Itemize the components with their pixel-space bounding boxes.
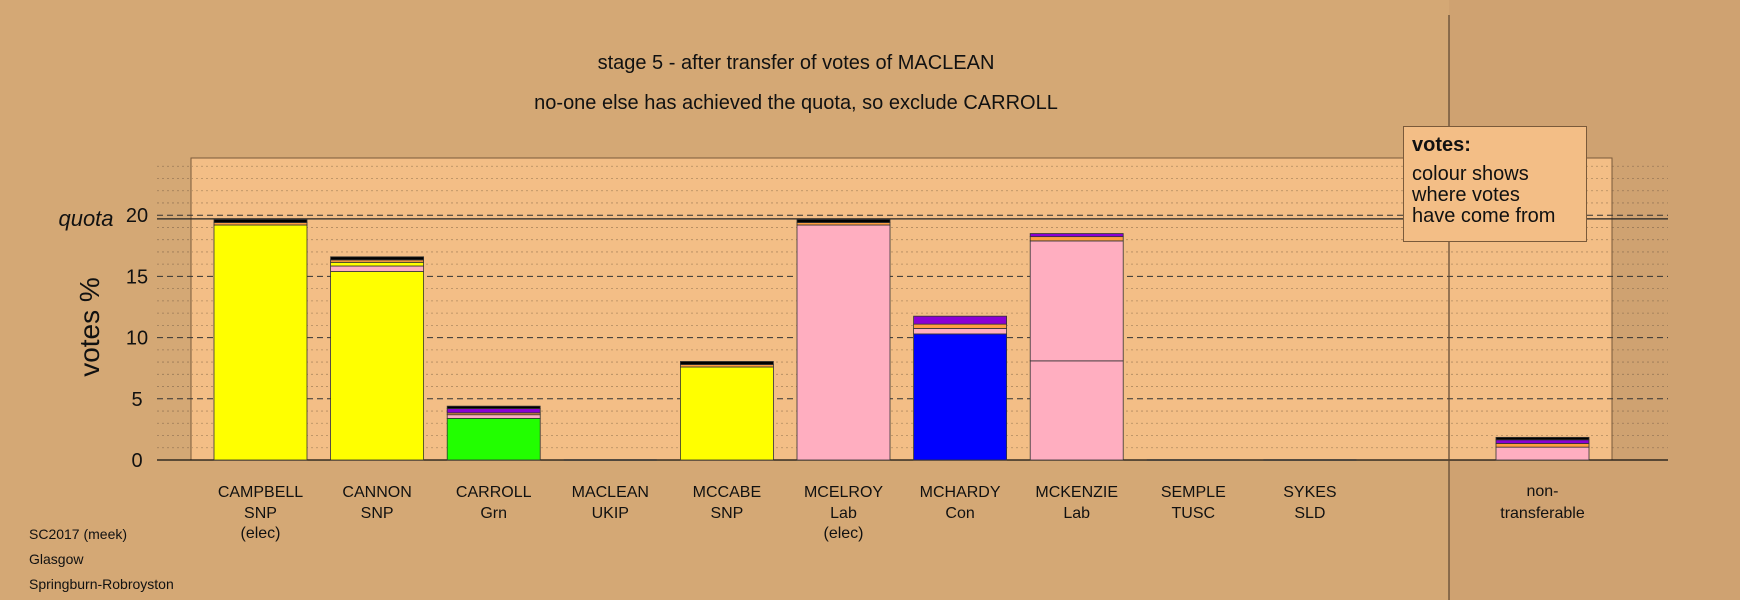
bar-mckenzie-segment — [1029, 240, 1124, 362]
quota-label: quota — [58, 206, 113, 231]
bar-mchardy-segment — [913, 328, 1007, 335]
bar-mckenzie-segment — [1029, 360, 1124, 461]
bar-carroll-segment — [446, 405, 541, 409]
bar-mckenzie-segment — [1029, 236, 1124, 242]
bar-campbell-segment — [213, 224, 308, 461]
x-tick-label-party: SNP — [361, 505, 394, 522]
bar-mchardy-segment — [913, 333, 1007, 461]
legend-line: where votes — [1412, 184, 1520, 206]
chart-subtitle: no-one else has achieved the quota, so e… — [534, 92, 1058, 114]
x-tick-label-note: (elec) — [823, 525, 863, 542]
x-tick-label-name: SEMPLE — [1161, 484, 1226, 501]
chart-title: stage 5 - after transfer of votes of MAC… — [597, 52, 995, 74]
bar-campbell-segment — [213, 219, 308, 223]
x-tick-label-party: TUSC — [1172, 505, 1216, 522]
x-tick-label-party: Con — [945, 505, 974, 522]
bar-mchardy-segment — [913, 323, 1007, 329]
x-tick-label-name: MCHARDY — [920, 484, 1001, 501]
x-tick-label-party: SNP — [710, 505, 743, 522]
bar-nontransferable-segment — [1495, 436, 1590, 441]
bar-carroll-segment — [446, 417, 541, 461]
x-tick-label-name: MCCABE — [693, 484, 761, 501]
footer-council: Glasgow — [29, 551, 84, 567]
bar-cannon-segment — [330, 271, 425, 461]
bar-mcelroy-segment — [796, 219, 891, 223]
bar-mcelroy-segment — [796, 224, 891, 461]
footer-election: SC2017 (meek) — [29, 526, 128, 542]
x-tick-label-name: CAMPBELL — [218, 484, 303, 501]
y-tick-label: 10 — [126, 328, 148, 350]
x-tick-label-party: Grn — [480, 505, 507, 522]
legend-heading: votes: — [1412, 134, 1471, 156]
y-axis-label: votes % — [74, 277, 105, 377]
bar-mccabe-segment — [680, 361, 774, 365]
legend: votes: colour shows where votes have com… — [1403, 126, 1587, 242]
x-tick-label-name: SYKES — [1283, 484, 1336, 501]
x-tick-label-party: UKIP — [592, 505, 629, 522]
bar-nontransferable-segment — [1495, 439, 1590, 444]
bar-cannon-segment — [330, 261, 425, 267]
y-tick-label: 15 — [126, 266, 148, 288]
x-tick-label-name: CARROLL — [456, 484, 532, 501]
y-tick-label: 5 — [131, 389, 142, 411]
bar-carroll-segment — [446, 414, 541, 419]
x-tick-label-nontransferable: non- — [1526, 483, 1558, 500]
x-tick-label-note: (elec) — [240, 525, 280, 542]
x-tick-label-party: Lab — [830, 505, 857, 522]
bar-mckenzie-segment — [1029, 233, 1124, 238]
bar-nontransferable-segment — [1495, 443, 1590, 448]
legend-line: have come from — [1412, 205, 1556, 227]
x-tick-label-nontransferable: transferable — [1500, 505, 1585, 522]
y-tick-label: 20 — [126, 205, 148, 227]
bar-cannon-segment — [330, 256, 425, 261]
footer-ward: Springburn-Robroyston — [29, 576, 174, 592]
x-tick-label-party: SLD — [1294, 505, 1325, 522]
bar-mchardy-segment — [913, 315, 1007, 325]
bar-nontransferable-segment — [1495, 446, 1590, 461]
bar-mccabe-segment — [680, 366, 774, 461]
bar-cannon-segment — [330, 265, 425, 272]
x-tick-label-name: MACLEAN — [572, 484, 649, 501]
y-tick-label: 0 — [131, 450, 142, 472]
x-tick-label-name: MCKENZIE — [1035, 484, 1118, 501]
x-tick-label-name: MCELROY — [804, 484, 883, 501]
legend-line: colour shows — [1412, 163, 1529, 185]
x-tick-label-party: SNP — [244, 505, 277, 522]
bar-carroll-segment — [446, 408, 541, 414]
x-tick-label-name: CANNON — [342, 484, 411, 501]
plot-area — [190, 157, 1613, 461]
x-tick-label-party: Lab — [1063, 505, 1090, 522]
